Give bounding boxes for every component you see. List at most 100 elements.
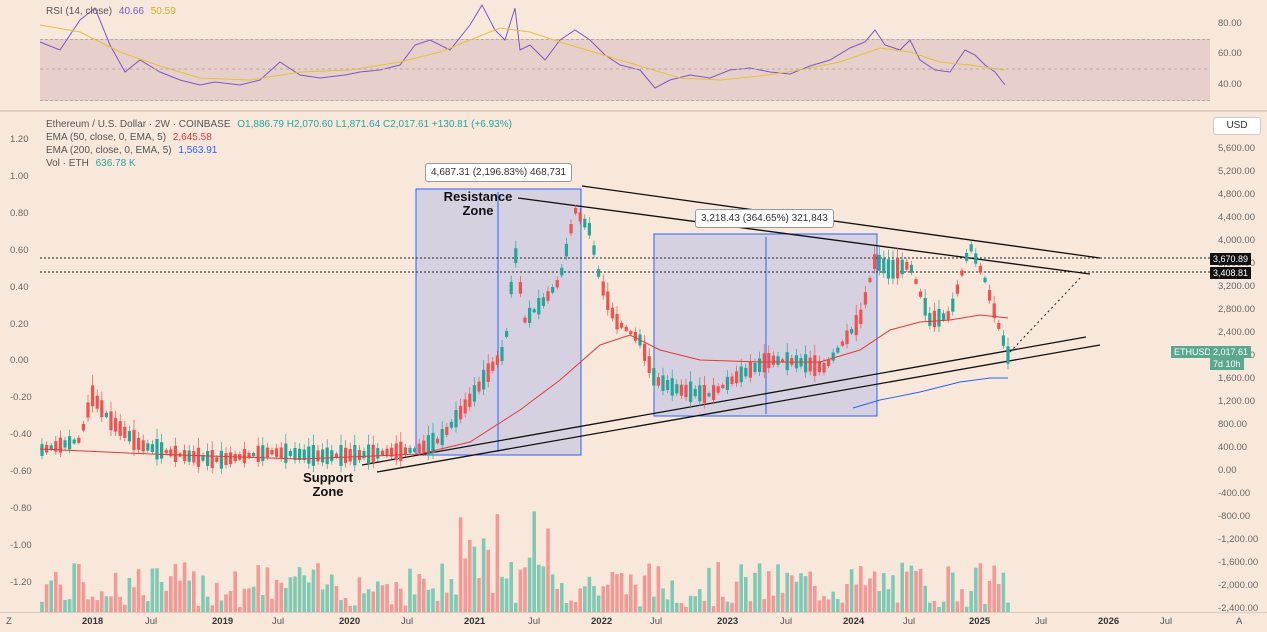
volume-bar — [909, 565, 914, 612]
left-scale-tick: 1.20 — [10, 134, 29, 145]
volume-bar — [537, 564, 541, 612]
volume-bar — [601, 586, 605, 612]
rsi-chart — [39, 3, 1210, 89]
volume-bar — [969, 590, 973, 612]
volume-bar — [265, 567, 270, 612]
volume-bar — [734, 581, 739, 612]
volume-value: 636.78 K — [95, 158, 136, 169]
volume-bar — [334, 585, 339, 612]
volume-bar — [638, 606, 642, 612]
volume-bar — [215, 582, 219, 612]
volume-bar — [550, 574, 555, 612]
volume-bar — [481, 538, 486, 612]
volume-bar — [946, 566, 950, 612]
volume-bar — [932, 600, 937, 612]
volume-bar — [150, 568, 155, 612]
volume-bar — [702, 600, 707, 612]
volume-bar — [463, 558, 467, 612]
volume-bar — [730, 602, 734, 612]
right-scale-tick: 2,400.00 — [1218, 326, 1255, 338]
volume-bar — [610, 571, 615, 612]
volume-bar — [362, 593, 366, 612]
volume-bar — [403, 605, 408, 612]
time-tick: 2026 — [1098, 616, 1120, 627]
volume-bar — [316, 563, 320, 612]
currency-button[interactable]: USD — [1213, 117, 1261, 135]
volume-bar — [675, 602, 679, 612]
volume-bar — [918, 568, 923, 612]
volume-bar — [288, 577, 293, 612]
volume-bar — [886, 589, 891, 612]
volume-bar — [900, 562, 904, 612]
volume-bar — [445, 592, 449, 612]
volume-bar — [192, 571, 196, 612]
volume-bar — [173, 563, 178, 612]
volume-bar — [228, 590, 233, 612]
volume-bar — [785, 572, 789, 612]
volume-bar — [817, 600, 822, 612]
volume-bar — [233, 571, 237, 612]
volume-bar — [224, 594, 228, 612]
volume-bar — [100, 591, 104, 612]
main-legend: Ethereum / U.S. Dollar · 2W · COINBASE O… — [46, 118, 512, 170]
volume-bar — [767, 571, 771, 612]
volume-bar — [859, 566, 863, 612]
volume-bar — [799, 573, 803, 612]
auto-scale-button[interactable]: Z — [6, 616, 12, 627]
volume-bar — [325, 584, 329, 612]
countdown-tag: 7d 10h — [1210, 358, 1244, 370]
volume-bar — [698, 589, 702, 612]
volume-bar — [840, 602, 845, 612]
ema50-line — [39, 314, 1009, 460]
volume-bar — [514, 602, 518, 612]
right-scale-tick: 5,600.00 — [1218, 143, 1255, 154]
right-scale-tick: 800.00 — [1218, 418, 1248, 430]
volume-bar — [104, 596, 109, 612]
volume-bar — [587, 576, 592, 612]
volume-bar — [44, 584, 49, 612]
volume-bar — [412, 594, 417, 612]
volume-bar — [642, 575, 647, 612]
volume-bar — [518, 569, 523, 612]
volume-bar — [81, 582, 86, 612]
volume-bar — [753, 572, 757, 612]
volume-bar — [928, 602, 932, 612]
volume-bar — [417, 574, 421, 612]
volume-bar — [426, 589, 431, 612]
volume-bar — [951, 572, 955, 612]
volume-bar — [790, 575, 794, 612]
ema200-label[interactable]: EMA (200, close, 0, EMA, 5) — [46, 145, 172, 156]
time-axis[interactable]: Z 2018 Jul 2019 Jul 2020 Jul 2021 Jul 2022 Jul 202… — [0, 612, 1267, 632]
volume-bar — [992, 565, 996, 612]
volume-bar — [891, 575, 895, 612]
right-scale-tick: -1,200.00 — [1218, 533, 1259, 545]
ema50-label[interactable]: EMA (50, close, 0, EMA, 5) — [46, 132, 167, 143]
pane-separator[interactable] — [0, 110, 1267, 112]
left-scale-tick: -0.80 — [10, 503, 32, 514]
volume-bar — [794, 581, 799, 612]
volume-bar — [504, 578, 509, 612]
main-chart-pane[interactable] — [0, 112, 1210, 612]
level-tag-1: 3,670.89 — [1210, 253, 1252, 265]
volume-bar — [284, 588, 288, 612]
volume-bar — [606, 584, 610, 612]
log-scale-button[interactable]: A — [1236, 616, 1243, 627]
volume-bar — [343, 597, 348, 612]
time-tick: Jul — [528, 616, 541, 627]
volume-bar — [661, 588, 665, 612]
volume-bar — [923, 585, 927, 612]
resistance-zone-label: Resistance Zone — [443, 189, 513, 218]
volume-bar — [964, 606, 969, 612]
symbol-title[interactable]: Ethereum / U.S. Dollar · 2W · COINBASE — [46, 119, 231, 130]
time-tick: Jul — [1035, 616, 1048, 627]
volume-bar — [54, 571, 58, 612]
rsi-pane[interactable]: RSI (14, close) 40.66 50.59 — [0, 0, 1210, 110]
volume-bar — [118, 596, 122, 612]
volume-bar — [422, 578, 426, 612]
volume-bar — [523, 567, 527, 612]
volume-bar — [509, 562, 513, 612]
volume-bar — [546, 528, 550, 612]
right-scale-tick: -400.00 — [1218, 487, 1251, 499]
volume-bar — [877, 591, 881, 612]
volume-label[interactable]: Vol · ETH — [46, 158, 89, 169]
